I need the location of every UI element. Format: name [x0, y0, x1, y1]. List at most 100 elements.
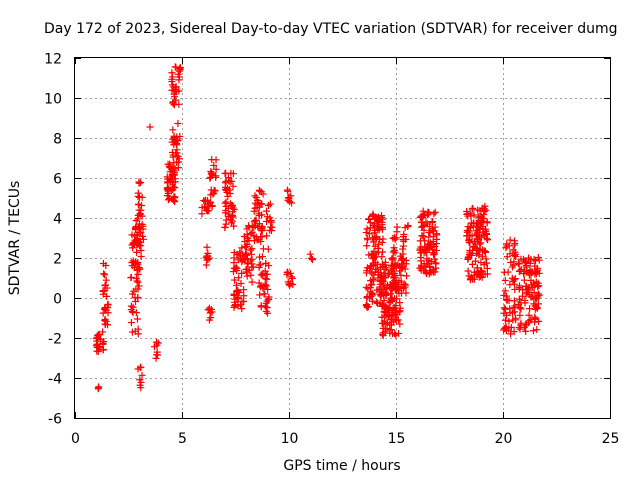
data-point [502, 292, 510, 300]
data-point [481, 247, 489, 255]
data-point [264, 309, 272, 317]
data-point [309, 256, 317, 264]
data-point [206, 174, 214, 182]
data-point [388, 255, 396, 263]
data-point [511, 314, 519, 322]
data-point [255, 203, 263, 211]
data-point [387, 294, 395, 302]
data-point [505, 317, 513, 325]
y-tick-label: 10 [44, 92, 62, 108]
data-point [399, 263, 407, 271]
data-point [368, 280, 376, 288]
data-point [134, 278, 142, 286]
y-tick-label: 4 [53, 212, 62, 228]
data-point [529, 327, 537, 335]
data-point [136, 265, 144, 273]
data-point [391, 260, 399, 268]
data-point [146, 123, 154, 131]
data-point [233, 250, 241, 258]
x-tick-label: 0 [71, 431, 80, 447]
data-point [431, 208, 439, 216]
data-point [168, 81, 176, 89]
data-point [510, 328, 518, 336]
y-tick-label: 12 [44, 52, 62, 68]
data-point [390, 269, 398, 277]
data-point [170, 134, 178, 142]
data-point [135, 206, 143, 214]
data-point [522, 257, 530, 265]
data-point [480, 211, 488, 219]
data-point [286, 281, 294, 289]
data-point [522, 327, 530, 335]
data-point [242, 268, 250, 276]
data-point [515, 267, 523, 275]
data-point [517, 305, 525, 313]
data-point [469, 204, 477, 212]
data-point [169, 151, 177, 159]
data-point [515, 301, 522, 309]
data-point [511, 308, 519, 316]
data-point [474, 206, 482, 214]
data-point [231, 276, 239, 284]
data-point [131, 260, 139, 268]
data-point [264, 285, 272, 293]
data-point [203, 243, 211, 251]
data-point [392, 234, 400, 242]
data-point [506, 236, 514, 244]
data-point [168, 171, 176, 179]
data-point [391, 235, 399, 243]
data-point [134, 325, 142, 333]
data-point [399, 256, 407, 264]
data-point [134, 260, 142, 268]
data-point [503, 311, 511, 319]
data-point [150, 343, 158, 351]
data-point [378, 238, 386, 246]
data-point [240, 286, 248, 294]
data-point [212, 165, 220, 173]
data-point [261, 281, 269, 289]
data-point [255, 261, 263, 269]
data-point [173, 159, 181, 167]
x-tick-label: 20 [495, 431, 513, 447]
data-point [153, 351, 161, 359]
data-point [402, 281, 410, 289]
data-point [369, 210, 377, 218]
data-point [256, 291, 264, 299]
chart-title: Day 172 of 2023, Sidereal Day-to-day VTE… [44, 21, 618, 37]
data-point [234, 288, 242, 296]
data-point [134, 293, 142, 301]
data-point [249, 263, 257, 271]
data-point [478, 253, 486, 261]
data-point [229, 268, 237, 276]
data-point [252, 216, 260, 224]
data-point [370, 222, 378, 230]
data-point [137, 253, 145, 261]
data-point [226, 178, 234, 186]
data-point [267, 223, 275, 231]
data-point [238, 269, 246, 277]
data-point [243, 272, 251, 280]
data-point [240, 292, 248, 300]
x-tick-label: 25 [602, 431, 620, 447]
data-point [207, 173, 215, 181]
data-point [378, 313, 386, 321]
data-point [265, 262, 273, 270]
data-point [375, 240, 383, 248]
data-point [422, 248, 430, 256]
data-point [484, 236, 492, 244]
data-point [432, 259, 440, 267]
data-point [417, 261, 425, 269]
data-point [135, 178, 143, 186]
data-points [92, 63, 543, 393]
data-point [221, 223, 229, 231]
data-point [238, 305, 246, 313]
data-point [230, 291, 238, 299]
data-point [210, 161, 218, 169]
data-point [372, 233, 380, 241]
data-point [138, 371, 146, 379]
data-point [241, 237, 249, 245]
data-point [517, 321, 525, 329]
data-point [419, 207, 427, 215]
y-tick-label: 0 [53, 292, 62, 308]
data-point [404, 223, 412, 231]
